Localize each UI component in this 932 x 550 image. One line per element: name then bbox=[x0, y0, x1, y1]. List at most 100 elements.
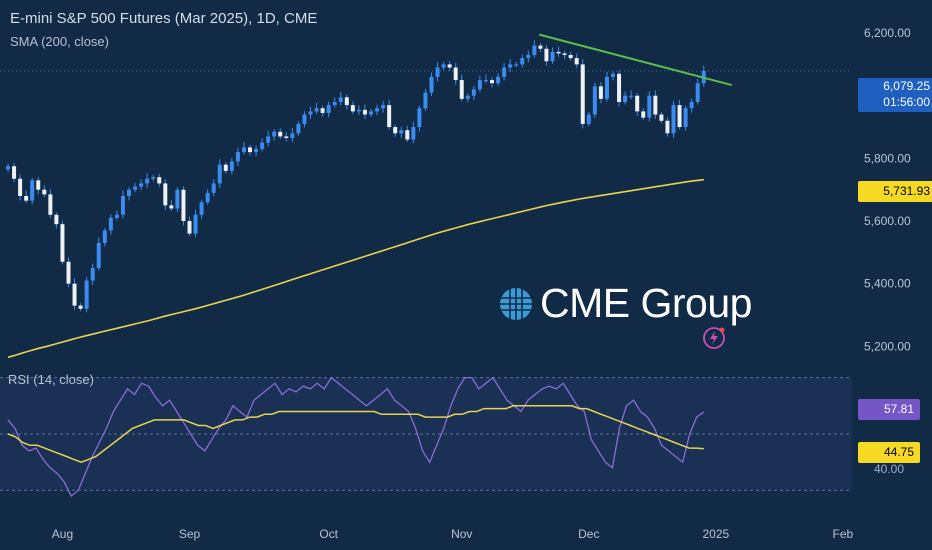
candle-body bbox=[604, 76, 609, 99]
candle-body bbox=[78, 305, 83, 309]
candle-body bbox=[405, 130, 410, 140]
candle-body bbox=[556, 51, 561, 54]
candle-body bbox=[12, 166, 17, 179]
candle-body bbox=[187, 221, 192, 234]
candle-body bbox=[375, 108, 380, 112]
candle-body bbox=[508, 64, 513, 68]
candle-body bbox=[659, 114, 664, 121]
candle-body bbox=[296, 123, 301, 134]
candle-body bbox=[574, 58, 579, 65]
candle-body bbox=[689, 101, 694, 109]
candle-body bbox=[151, 177, 156, 179]
time-axis-tick: Nov bbox=[451, 527, 472, 541]
candle-body bbox=[550, 51, 555, 62]
candle-body bbox=[60, 224, 65, 262]
globe-icon bbox=[500, 287, 532, 320]
candle-body bbox=[586, 114, 591, 124]
candle-body bbox=[465, 95, 470, 99]
cme-group-logo: CME Group bbox=[498, 280, 752, 327]
candle-body bbox=[127, 189, 131, 196]
candle-body bbox=[629, 95, 634, 97]
candle-body bbox=[393, 127, 398, 134]
price-axis-tick: 5,200.00 bbox=[864, 339, 911, 353]
candle-body bbox=[96, 242, 101, 269]
candle-body bbox=[266, 136, 271, 143]
rsi-ma-value-tag: 44.75 bbox=[858, 442, 920, 463]
rsi-indicator-label[interactable]: RSI (14, close) bbox=[8, 372, 94, 387]
candle-body bbox=[429, 76, 434, 93]
candle-body bbox=[84, 280, 89, 309]
rsi-ma-line bbox=[7, 405, 704, 464]
candle-body bbox=[102, 230, 107, 243]
time-axis-tick: Feb bbox=[833, 527, 854, 541]
candle-body bbox=[235, 152, 240, 162]
candle-body bbox=[332, 101, 337, 106]
candle-body bbox=[139, 183, 144, 187]
candle-body bbox=[453, 67, 458, 81]
candle-body bbox=[423, 92, 428, 109]
time-axis-tick: Sep bbox=[179, 527, 201, 541]
candle-body bbox=[248, 147, 252, 153]
candle-body bbox=[66, 261, 71, 284]
candle-body bbox=[677, 105, 682, 128]
time-axis-tick: Dec bbox=[578, 527, 599, 541]
candle-body bbox=[502, 67, 507, 77]
candle-body bbox=[48, 194, 53, 215]
candle-body bbox=[199, 202, 204, 215]
candle-body bbox=[254, 148, 259, 153]
candle-body bbox=[54, 214, 59, 225]
candle-body bbox=[496, 76, 501, 84]
candle-body bbox=[18, 178, 23, 196]
price-axis-tick: 5,400.00 bbox=[864, 277, 911, 291]
last-price-tag: 6,079.25 01:56:00 bbox=[858, 78, 932, 112]
candle-body bbox=[6, 166, 10, 170]
candle-body bbox=[308, 111, 313, 115]
candle-body bbox=[260, 142, 265, 149]
candle-body bbox=[399, 130, 404, 134]
rsi-line bbox=[7, 376, 705, 498]
candle-body bbox=[471, 89, 476, 96]
candle-body bbox=[24, 195, 29, 201]
candle-body bbox=[447, 64, 452, 68]
candle-body bbox=[108, 217, 113, 231]
chart-title: E-mini S&P 500 Futures (Mar 2025), 1D, C… bbox=[10, 10, 318, 27]
candle-body bbox=[338, 97, 343, 102]
candle-body bbox=[580, 64, 585, 124]
candle-body bbox=[169, 205, 174, 209]
candle-body bbox=[320, 108, 325, 113]
candle-body bbox=[520, 58, 525, 65]
time-axis-tick: Oct bbox=[319, 527, 338, 541]
candle-body bbox=[157, 177, 162, 184]
candle-body bbox=[114, 214, 119, 218]
candle-body bbox=[623, 95, 628, 102]
candle-body bbox=[314, 108, 319, 112]
candle-body bbox=[592, 86, 597, 115]
candle-body bbox=[477, 80, 482, 90]
candle-body bbox=[617, 73, 622, 102]
rsi-value-tag: 57.81 bbox=[858, 399, 920, 420]
candle-body bbox=[302, 114, 307, 124]
sma-indicator-label[interactable]: SMA (200, close) bbox=[10, 34, 109, 49]
candle-body bbox=[272, 131, 277, 137]
candle-body bbox=[42, 189, 47, 195]
candle-body bbox=[133, 186, 138, 190]
lightning-alert-icon[interactable] bbox=[702, 326, 726, 350]
candle-body bbox=[181, 189, 186, 222]
candle-body bbox=[326, 105, 331, 113]
candle-body bbox=[217, 164, 222, 184]
candle-body bbox=[120, 195, 125, 215]
candle-body bbox=[381, 105, 386, 109]
candle-body bbox=[598, 86, 603, 99]
candle-body bbox=[683, 108, 688, 128]
candle-body bbox=[544, 48, 549, 62]
candle-body bbox=[387, 105, 392, 128]
candle-body bbox=[278, 131, 283, 137]
candle-body bbox=[490, 80, 494, 84]
candle-body bbox=[193, 214, 198, 234]
candle-body bbox=[562, 53, 567, 55]
candle-body bbox=[435, 67, 440, 77]
candle-body bbox=[362, 109, 367, 115]
candle-body bbox=[483, 80, 488, 82]
